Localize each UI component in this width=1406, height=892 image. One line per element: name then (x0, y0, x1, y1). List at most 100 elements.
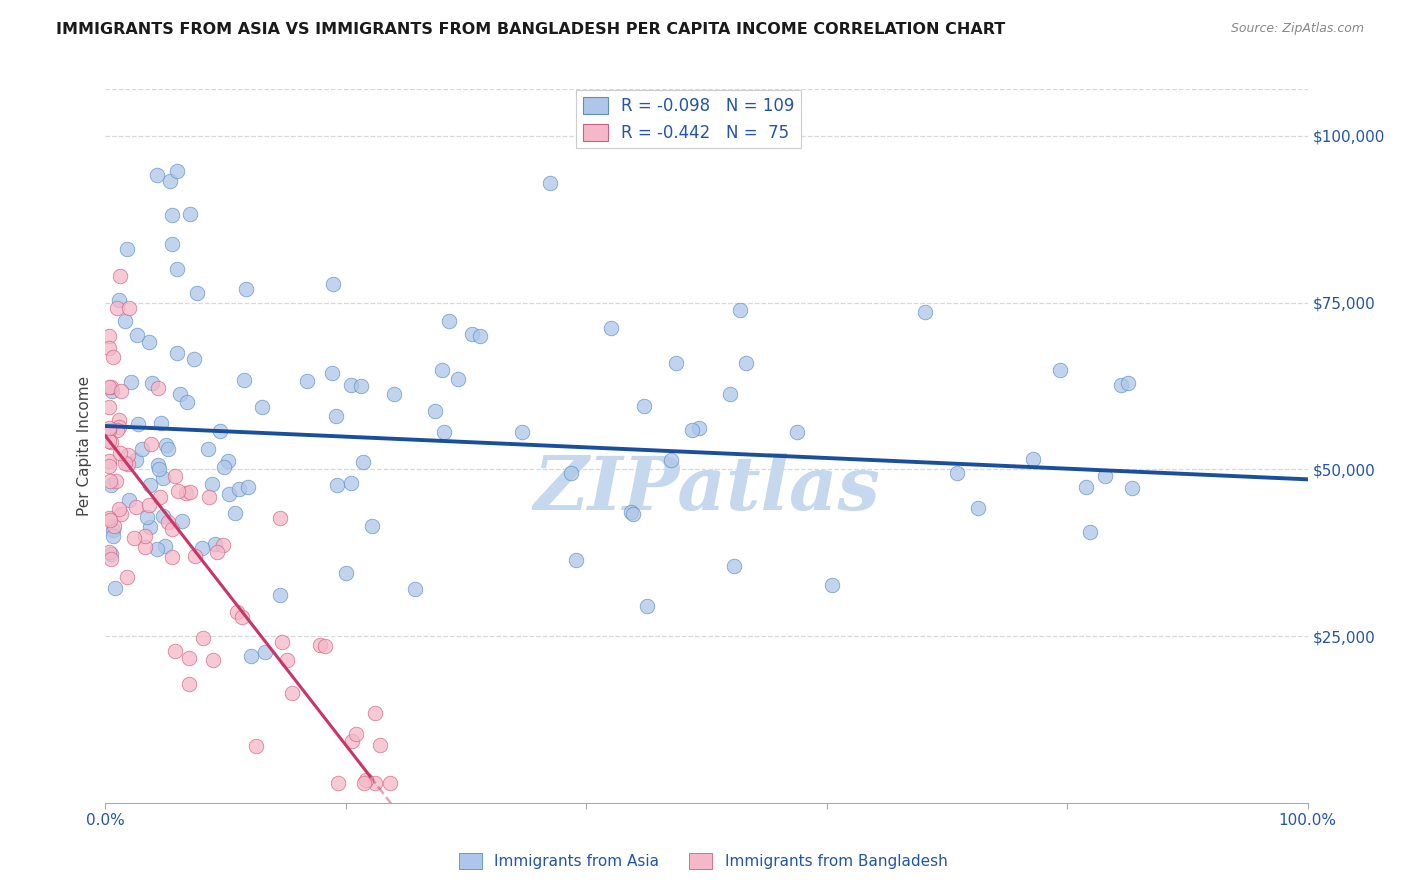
Point (201, 652, 224, 666)
Point (114, 314, 136, 328)
Point (269, 511, 291, 525)
Point (786, 425, 808, 439)
Point (157, 515, 180, 529)
Point (510, 425, 533, 439)
Point (174, 486, 197, 500)
Point (108, 419, 131, 434)
Point (354, 772, 377, 787)
Point (98, 474, 121, 488)
Point (197, 442, 219, 457)
Point (468, 329, 491, 343)
Text: Source: ZipAtlas.com: Source: ZipAtlas.com (1230, 22, 1364, 36)
Y-axis label: Per Capita Income: Per Capita Income (77, 376, 93, 516)
Point (136, 510, 159, 524)
Point (166, 345, 188, 359)
Point (148, 490, 170, 504)
Point (538, 176, 561, 190)
Point (688, 421, 710, 435)
Point (98, 401, 121, 415)
Point (228, 482, 250, 496)
Point (170, 514, 193, 528)
Point (432, 363, 454, 377)
Point (149, 416, 172, 430)
Point (217, 454, 239, 468)
Point (1049, 363, 1071, 377)
Point (114, 456, 136, 470)
Point (967, 501, 990, 516)
Point (718, 387, 741, 401)
Legend: Immigrants from Asia, Immigrants from Bangladesh: Immigrants from Asia, Immigrants from Ba… (453, 847, 953, 875)
Point (914, 305, 936, 319)
Point (335, 566, 357, 581)
Point (101, 384, 124, 398)
Point (325, 477, 347, 491)
Point (125, 327, 148, 342)
Point (636, 599, 658, 613)
Point (1074, 480, 1097, 494)
Point (160, 522, 183, 536)
Point (183, 549, 205, 563)
Point (1121, 481, 1143, 495)
Point (108, 293, 131, 307)
Point (139, 437, 162, 451)
Point (98, 454, 121, 468)
Point (105, 474, 128, 488)
Point (146, 381, 169, 395)
Point (118, 301, 141, 315)
Point (361, 519, 384, 533)
Point (1116, 376, 1139, 390)
Point (152, 471, 174, 485)
Point (352, 455, 374, 469)
Point (176, 395, 198, 409)
Point (108, 413, 131, 427)
Point (162, 549, 184, 564)
Point (224, 507, 246, 521)
Point (117, 492, 139, 507)
Point (681, 423, 703, 437)
Point (231, 609, 253, 624)
Text: ZIPatlas: ZIPatlas (533, 452, 880, 525)
Point (659, 452, 682, 467)
Point (235, 282, 257, 296)
Point (148, 458, 170, 473)
Point (98, 434, 121, 448)
Point (946, 467, 969, 481)
Point (226, 605, 249, 619)
Point (141, 376, 163, 390)
Point (198, 491, 221, 505)
Point (131, 442, 153, 457)
Point (254, 645, 277, 659)
Point (117, 458, 139, 472)
Point (179, 484, 201, 499)
Point (169, 387, 191, 401)
Point (138, 334, 160, 349)
Point (98, 379, 121, 393)
Point (110, 384, 132, 399)
Point (98, 459, 121, 474)
Text: IMMIGRANTS FROM ASIA VS IMMIGRANTS FROM BANGLADESH PER CAPITA INCOME CORRELATION: IMMIGRANTS FROM ASIA VS IMMIGRANTS FROM … (56, 22, 1005, 37)
Point (349, 378, 371, 392)
Point (98, 329, 121, 343)
Point (153, 539, 176, 553)
Point (446, 372, 468, 386)
Point (364, 776, 387, 790)
Point (322, 277, 344, 291)
Point (155, 438, 177, 452)
Point (380, 776, 402, 790)
Point (565, 553, 588, 567)
Point (233, 373, 256, 387)
Point (139, 478, 162, 492)
Point (353, 776, 375, 790)
Point (1109, 377, 1132, 392)
Point (326, 776, 349, 790)
Point (98, 545, 121, 559)
Point (295, 374, 318, 388)
Point (240, 648, 263, 663)
Point (368, 738, 391, 752)
Point (461, 327, 484, 342)
Point (117, 242, 139, 256)
Point (250, 401, 273, 415)
Point (382, 387, 405, 401)
Point (167, 483, 190, 498)
Point (560, 466, 582, 480)
